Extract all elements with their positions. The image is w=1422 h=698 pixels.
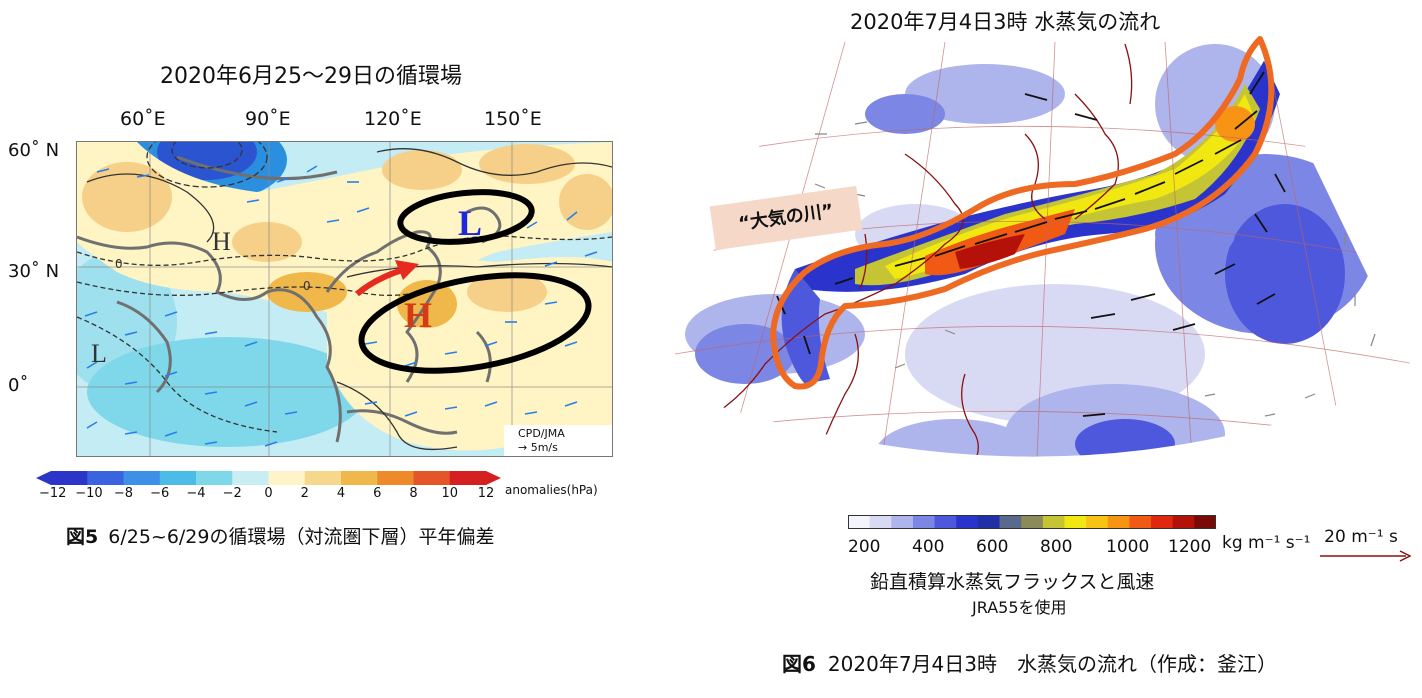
- colorbar-tick-label: 600: [976, 537, 1009, 557]
- colorbar-tick-label: 800: [1040, 537, 1073, 557]
- colorbar-tick-label: 1000: [1106, 537, 1150, 557]
- high-weak-label: H: [212, 227, 231, 256]
- colorbar-segment: [1172, 515, 1195, 529]
- colorbar-tick-label: −10: [75, 486, 103, 501]
- colorbar-segment: [1064, 515, 1087, 529]
- colorbar-unit: anomalies(hPa): [505, 483, 598, 497]
- reference-vector: 20 m⁻¹ s: [1320, 527, 1412, 567]
- colorbar-tick-label: 1200: [1168, 537, 1212, 557]
- colorbar-tick-label: 200: [848, 537, 881, 557]
- colorbar-tick-label: 12: [477, 486, 495, 501]
- colorbar-segment: [1086, 515, 1109, 529]
- lat-label-30n: 30˚ N: [8, 261, 60, 282]
- credit-block: CPD/JMA → 5m/s: [518, 427, 565, 455]
- colorbar-tick-label: 2: [300, 486, 309, 501]
- contour-zero-label: 0: [115, 257, 123, 271]
- colorbar-segment: [999, 515, 1022, 529]
- low-north-label: L: [458, 203, 482, 243]
- colorbar-segment: [232, 471, 269, 485]
- colorbar-segment: [341, 471, 378, 485]
- figure6-subtitle: 鉛直積算水蒸気フラックスと風速: [870, 571, 1155, 593]
- colorbar-segment: [449, 471, 487, 485]
- colorbar-segment: [977, 515, 1001, 529]
- colorbar-segment: [123, 471, 161, 485]
- figure5-caption: 図5 6/25~6/29の循環場（対流圏下層）平年偏差: [66, 522, 495, 549]
- high-center-label: H: [404, 295, 432, 335]
- left-figure-title: 2020年6月25〜29日の循環場: [160, 64, 462, 89]
- colorbar-segment: [1042, 515, 1065, 529]
- colorbar-segment: [304, 471, 342, 485]
- colorbar-unit: kg m⁻¹ s⁻¹: [1222, 533, 1311, 553]
- colorbar-tick-label: −8: [113, 486, 134, 501]
- colorbar-segment: [956, 515, 979, 529]
- colorbar-segment: [268, 471, 306, 485]
- colorbar-tick-label: −2: [222, 486, 242, 501]
- lon-label-90e: 90˚E: [245, 108, 291, 130]
- credit-text: CPD/JMA: [518, 427, 565, 440]
- pressure-anomaly-colorbar: [36, 470, 501, 489]
- colorbar-segment: [87, 471, 124, 485]
- colorbar-left-cap: [36, 471, 51, 485]
- caption-label: 図6: [782, 652, 816, 676]
- colorbar-tick-label: −6: [150, 486, 170, 501]
- colorbar-segment: [869, 515, 892, 529]
- figure6-source: JRA55を使用: [972, 598, 1067, 617]
- colorbar-tick-label: 10: [441, 486, 459, 501]
- lat-label-60n: 60˚ N: [8, 140, 60, 161]
- colorbar-tick-label: 4: [336, 486, 346, 501]
- lon-label-120e: 120˚E: [364, 108, 422, 130]
- colorbar-segment: [934, 515, 957, 529]
- vapor-flux-colorbar: [848, 514, 1217, 533]
- contour-zero-label: 0: [303, 279, 311, 293]
- reference-vector-label: 20 m⁻¹ s: [1324, 527, 1398, 547]
- lon-label-60e: 60˚E: [120, 108, 166, 130]
- colorbar-segment: [377, 471, 414, 485]
- colorbar-border: [848, 515, 1216, 529]
- colorbar-segment: [891, 515, 914, 529]
- lat-label-0: 0˚: [8, 375, 29, 396]
- colorbar-tick-label: 0: [264, 486, 273, 501]
- colorbar-segment: [1151, 515, 1174, 529]
- colorbar-tick-label: −12: [39, 486, 67, 501]
- caption-text: 6/25~6/29の循環場（対流圏下層）平年偏差: [108, 526, 495, 548]
- colorbar-segment: [1107, 515, 1130, 529]
- lon-label-150e: 150˚E: [484, 108, 542, 130]
- colorbar-tick-label: 400: [912, 537, 945, 557]
- caption-label: 図5: [66, 526, 99, 548]
- colorbar-tick-label: −4: [186, 486, 206, 501]
- colorbar-segment: [912, 515, 936, 529]
- colorbar-segment: [51, 471, 88, 485]
- caption-text: 2020年7月4日3時 水蒸気の流れ（作成：釜江）: [827, 652, 1277, 676]
- right-figure-title: 2020年7月4日3時 水蒸気の流れ: [850, 10, 1161, 34]
- colorbar-right-cap: [486, 471, 501, 485]
- colorbar-segment: [1129, 515, 1152, 529]
- colorbar-segment: [848, 515, 871, 529]
- reference-vector-label: → 5m/s: [518, 441, 558, 454]
- colorbar-segment: [1194, 515, 1217, 529]
- colorbar-segment: [159, 471, 197, 485]
- colorbar-segment: [196, 471, 233, 485]
- reference-arrow-icon: [1320, 550, 1412, 562]
- colorbar-segment: [413, 471, 451, 485]
- colorbar-tick-label: 8: [409, 486, 418, 501]
- circulation-anomaly-map: L H H L 0 0: [76, 141, 613, 457]
- figure6-caption: 図6 2020年7月4日3時 水蒸気の流れ（作成：釜江）: [782, 648, 1277, 677]
- colorbar-tick-label: 6: [373, 486, 382, 501]
- colorbar-segment: [1021, 515, 1044, 529]
- low-south-label: L: [91, 339, 107, 368]
- water-vapor-flux-map: [655, 34, 1415, 504]
